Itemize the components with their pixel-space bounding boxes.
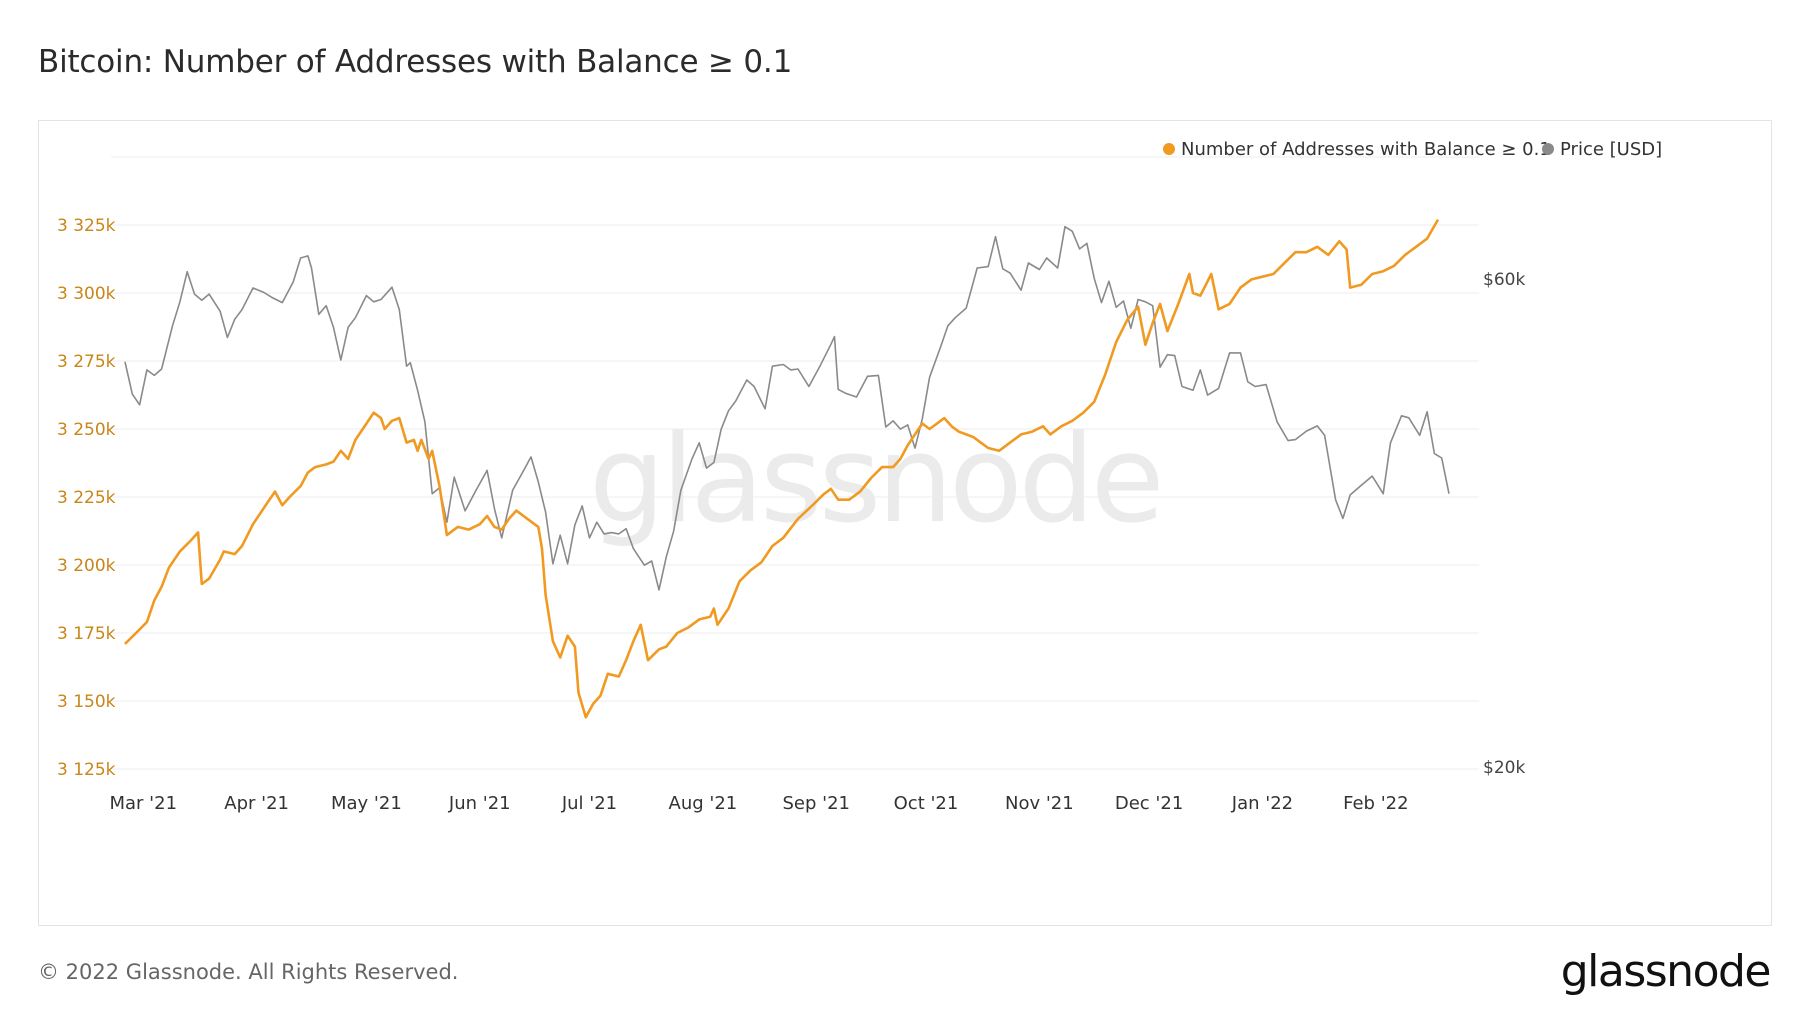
x-tick-label: May '21 (331, 793, 402, 814)
x-tick-label: Jan '22 (1231, 793, 1293, 814)
left-tick-label: 3 125k (57, 760, 116, 780)
left-tick-label: 3 150k (57, 692, 116, 712)
chart-frame: glassnode 3 125k 3 150k 3 175k 3 200k 3 225k… (38, 120, 1772, 926)
left-axis-ticks: 3 125k 3 150k 3 175k 3 200k 3 225k 3 250k 3 27… (57, 216, 116, 780)
x-tick-label: Jun '21 (448, 793, 511, 814)
right-axis-ticks: $20k $60k (1483, 270, 1525, 778)
glassnode-logo[interactable]: glassnode (1560, 946, 1772, 997)
x-tick-label: Sep '21 (783, 793, 851, 814)
left-tick-label: 3 175k (57, 624, 116, 644)
addresses-series-line (124, 218, 1440, 719)
x-tick-label: Feb '22 (1343, 793, 1408, 814)
left-tick-label: 3 200k (57, 556, 116, 576)
grid-lines (111, 156, 1479, 770)
x-tick-label: Apr '21 (224, 793, 289, 814)
x-tick-label: Dec '21 (1115, 793, 1183, 814)
x-tick-label: Oct '21 (894, 793, 959, 814)
left-tick-label: 3 250k (57, 420, 116, 440)
left-tick-label: 3 225k (57, 488, 116, 508)
legend-dot-addresses (1163, 143, 1175, 155)
x-tick-label: Nov '21 (1005, 793, 1074, 814)
left-tick-label: 3 275k (57, 352, 116, 372)
x-axis-ticks: Mar '21 Apr '21 May '21 Jun '21 Jul '21 Aug '… (110, 793, 1409, 814)
x-tick-label: Jul '21 (561, 793, 617, 814)
legend-label-addresses: Number of Addresses with Balance ≥ 0.1 (1181, 139, 1551, 160)
copyright-text: © 2022 Glassnode. All Rights Reserved. (38, 960, 459, 984)
legend-item-addresses[interactable]: Number of Addresses with Balance ≥ 0.1 (1163, 139, 1551, 160)
legend-dot-price (1542, 143, 1554, 155)
legend: Number of Addresses with Balance ≥ 0.1 P… (1163, 139, 1662, 160)
right-tick-label: $60k (1483, 270, 1525, 290)
legend-item-price[interactable]: Price [USD] (1542, 139, 1662, 160)
left-tick-label: 3 300k (57, 284, 116, 304)
x-tick-label: Mar '21 (110, 793, 178, 814)
price-series-line (124, 225, 1450, 591)
left-tick-label: 3 325k (57, 216, 116, 236)
page-title: Bitcoin: Number of Addresses with Balanc… (38, 44, 793, 80)
x-tick-label: Aug '21 (669, 793, 738, 814)
right-tick-label: $20k (1483, 758, 1525, 778)
legend-label-price: Price [USD] (1560, 139, 1662, 160)
